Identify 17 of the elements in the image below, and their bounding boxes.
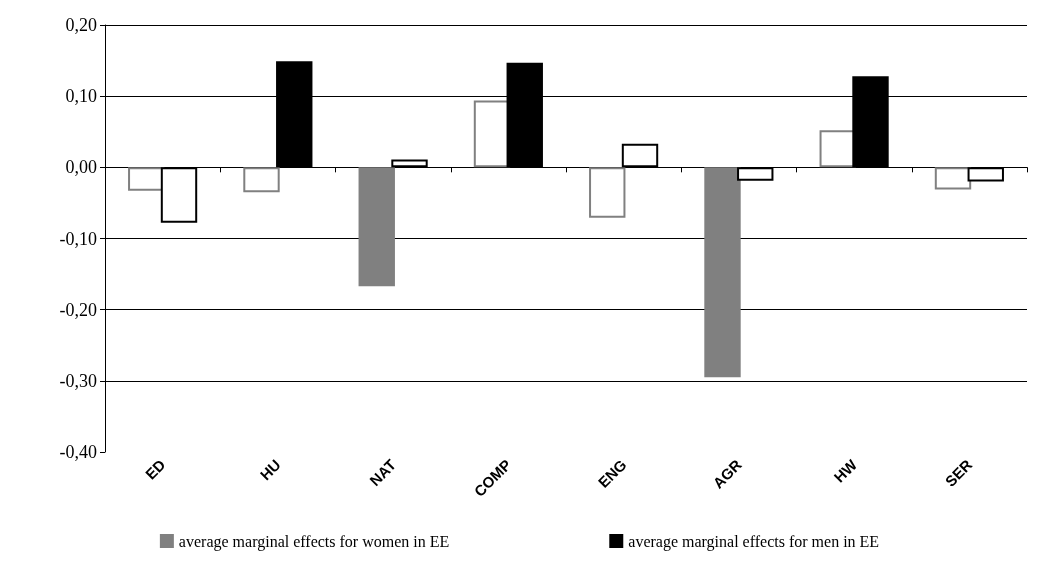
y-tick-label: -0,40 bbox=[59, 442, 97, 462]
bar bbox=[737, 167, 774, 181]
x-tick-label: ED bbox=[141, 455, 169, 483]
bar bbox=[704, 167, 741, 378]
bar bbox=[358, 167, 395, 287]
bar bbox=[243, 167, 280, 193]
y-tick-label: 0,10 bbox=[65, 86, 97, 107]
y-tick-label: -0,20 bbox=[59, 299, 97, 320]
legend-label: average marginal effects for women in EE bbox=[178, 532, 450, 551]
x-tick-label: HW bbox=[830, 455, 861, 486]
y-tick-label: 0,20 bbox=[65, 15, 97, 35]
bar bbox=[391, 159, 428, 168]
y-tick-label: -0,30 bbox=[59, 370, 97, 391]
x-tick-label: HU bbox=[256, 455, 284, 484]
legend-label: average marginal effects for men in EE bbox=[628, 532, 880, 551]
y-tick-label: 0,00 bbox=[65, 157, 97, 178]
y-tick-label: -0,10 bbox=[59, 228, 97, 249]
